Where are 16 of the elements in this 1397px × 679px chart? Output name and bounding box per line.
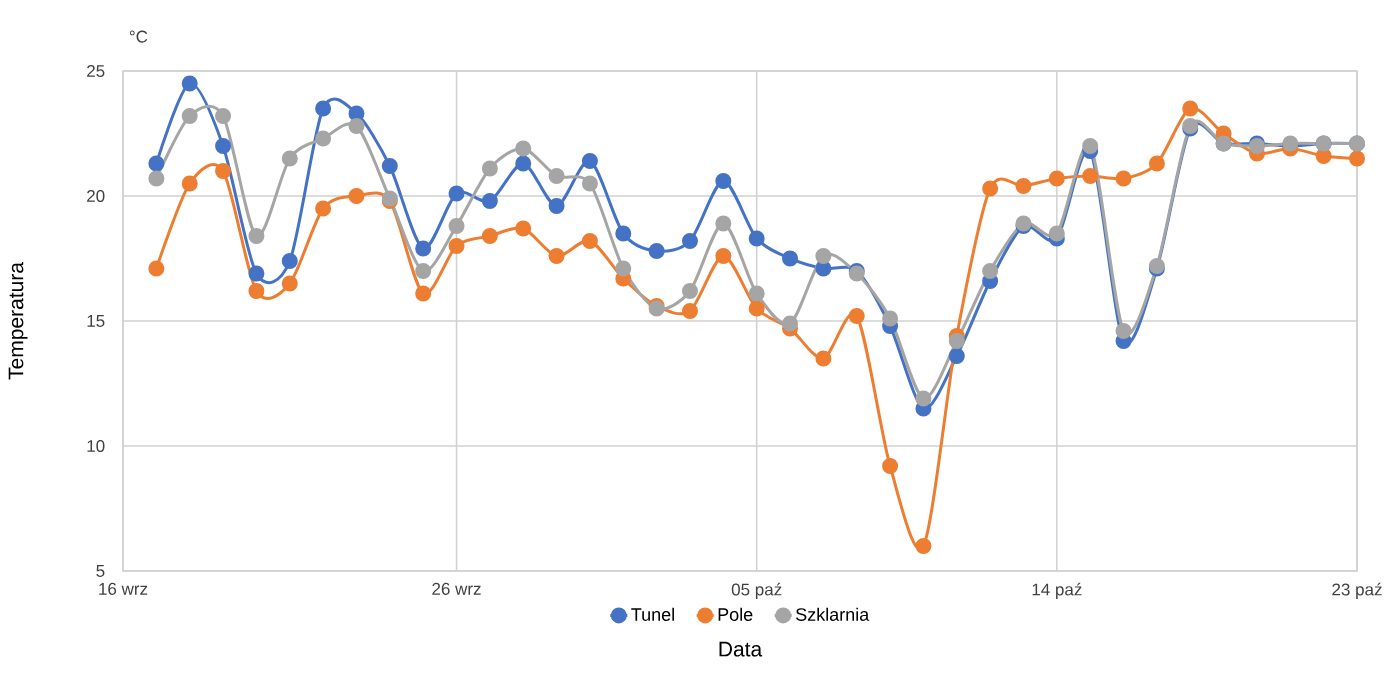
y-tick-label: 25 bbox=[87, 64, 105, 78]
y-axis-title: Temperatura bbox=[8, 262, 28, 380]
y-tick-label: 20 bbox=[87, 189, 105, 203]
y-tick-label: 15 bbox=[87, 315, 105, 327]
y-tick-label: 10 bbox=[87, 439, 105, 453]
x-tick-label: 23 paź bbox=[1332, 582, 1382, 599]
legend-label: Tunel bbox=[631, 607, 674, 621]
x-tick-label: 05 paź bbox=[731, 582, 782, 599]
y-tick-label: 5 bbox=[96, 565, 105, 577]
text: °C bbox=[129, 30, 148, 43]
x-axis-title: Data bbox=[719, 641, 763, 657]
x-tick-label: 26 wrz bbox=[432, 582, 481, 595]
x-tick-label: 16 wrz bbox=[99, 582, 148, 595]
x-tick-label: 14 paź bbox=[1032, 582, 1082, 599]
legend-label: Szklarnia bbox=[795, 607, 870, 621]
legend-label: Pole bbox=[718, 607, 753, 621]
